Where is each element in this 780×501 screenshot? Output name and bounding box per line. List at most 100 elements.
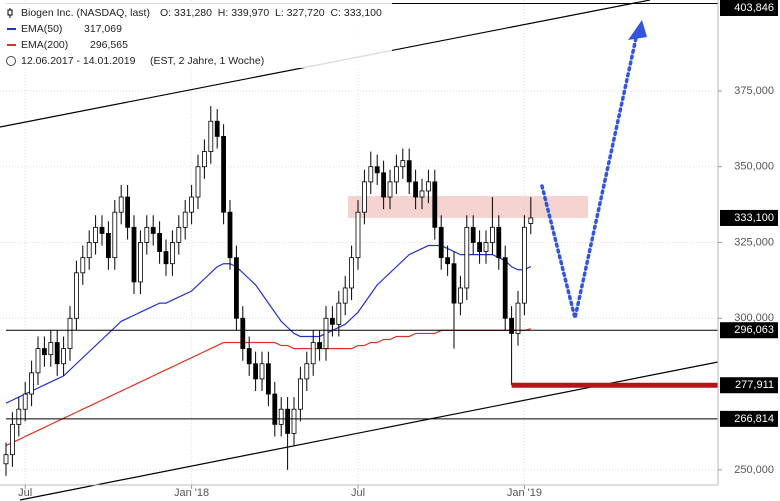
candle-body [272,393,278,425]
candle-body [419,190,425,198]
candle-body [425,181,431,192]
candle-body [323,317,329,349]
candle-body [265,363,271,395]
candle-body [150,226,156,234]
level-label-box [720,410,778,427]
candle-body [157,233,163,252]
candle-body [208,120,214,152]
candle-body [349,257,355,289]
candle-body [374,166,380,174]
candle-body [278,408,284,425]
level-label: 296,063 [734,324,774,336]
candle-body [470,226,476,243]
candle-body [310,342,316,365]
candle-body [438,226,444,259]
candle-body [509,317,515,334]
level-label: 277,911 [735,379,774,391]
candle-body [496,226,502,259]
candle-body [29,372,35,395]
legend-entry: EMA(200) [21,39,68,51]
candle-body [74,272,79,319]
clock-icon [6,56,16,66]
candle-body [35,348,41,374]
candle-body [93,226,98,243]
candle-body [368,166,374,183]
candle-body [118,196,124,213]
level-label: 333,100 [734,212,774,224]
x-tick-label: Jan '18 [174,487,209,499]
candle-body [400,160,406,168]
legend-icon [7,9,13,16]
candle-body [144,226,150,243]
candle-body [16,408,22,425]
candle-body [221,136,227,213]
x-tick-label: Jul [18,487,32,499]
candle-body [106,233,111,259]
candle-body [42,348,47,356]
level-label: 403,846 [734,2,774,14]
x-tick-label: Jan '19 [507,487,542,499]
candle-body [515,302,521,334]
candle-body [445,257,451,265]
legend-entry: EMA(50) [21,23,62,35]
y-tick-label: 375,000 [734,85,774,97]
candle-body [201,151,207,168]
forecast-arrow [540,36,638,319]
legend-period: 12.06.2017 - 14.01.2019 [21,55,136,67]
plot-area [3,2,718,476]
level-label-box [720,322,778,339]
candle-body [227,211,233,259]
candle-body [214,120,220,137]
candle-body [246,348,252,365]
arrow-head [628,20,647,40]
candle-body [483,242,489,252]
candle-body [22,393,28,410]
candle-body [464,226,470,289]
candle-body [304,363,310,380]
candle-body [361,181,367,213]
candle-body [233,257,239,319]
candle-body [67,317,73,349]
candle-body [381,172,387,198]
y-tick-label: 250,000 [734,464,774,476]
legend-value: 317,069 [84,23,122,35]
candle-body [195,166,201,198]
candle-body [502,257,508,319]
candle-body [528,217,534,224]
candle-body [80,257,86,274]
axis-labels: 250,000 300,000 325,000 350,000 375,000 Jul Ja… [18,0,778,499]
level-label-box [720,209,778,226]
level-label: 266,814 [734,413,774,425]
level-label-box [720,0,778,16]
candle-body [125,196,130,228]
candle-body [317,342,323,349]
candle-body [451,263,457,304]
y-tick-label: 350,000 [734,161,774,173]
candle-body [489,226,495,243]
resistance-zone [348,196,588,218]
legend-value: 296,565 [90,39,128,51]
candle-body [253,363,259,380]
candle-body [477,242,483,252]
legend-title: Biogen Inc. (NASDAQ, last) [21,7,150,19]
candle-body [3,454,9,465]
candle-body [522,226,527,304]
candle-body [99,226,105,234]
candle-body [259,363,265,380]
candle-body [457,287,463,304]
candle-body [432,181,438,228]
legend-ohlc: O: 331,280 H: 339,970 L: 327,720 C: 333,… [160,7,382,19]
legend: Biogen Inc. (NASDAQ, last) O: 331,280 H:… [2,2,392,68]
candle-body [387,181,393,198]
candle-body [393,166,399,183]
candle-body [285,408,291,434]
candle-body [329,317,335,325]
candle-body [48,342,54,356]
x-tick-label: Jul [351,487,365,499]
candle-body [297,378,303,410]
legend-background [2,2,392,68]
candle-body [61,348,66,365]
candle-body [355,211,361,259]
